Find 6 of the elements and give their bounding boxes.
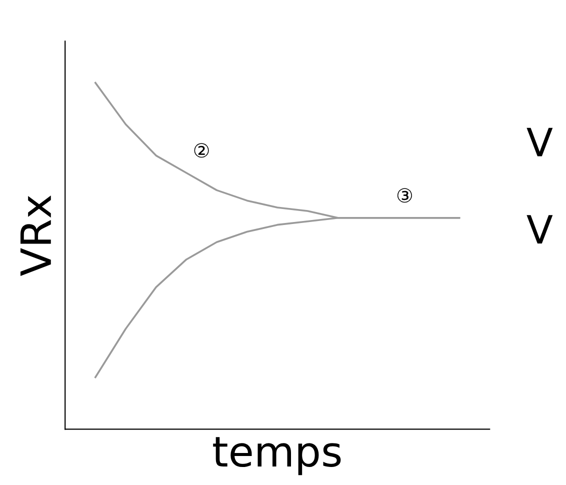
x-axis-title: temps (213, 437, 341, 476)
text: V (526, 128, 553, 156)
text: V (526, 215, 553, 244)
y-axis-title: VRx (20, 196, 51, 276)
annotation: ② (194, 143, 209, 158)
annotation: ③ (397, 188, 412, 203)
